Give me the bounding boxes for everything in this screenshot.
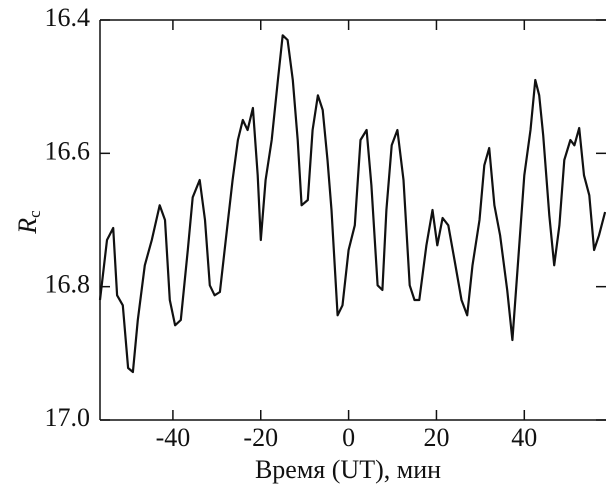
y-axis-label: Rc [13, 210, 44, 235]
x-axis-label: Время (UT), мин [255, 455, 441, 484]
x-tick-label: 0 [342, 423, 355, 452]
x-tick-label: 40 [511, 423, 537, 452]
y-label-sub: c [25, 210, 44, 218]
x-tick-label: -20 [243, 423, 278, 452]
y-tick-label: 16.4 [45, 3, 91, 32]
y-label-main-text: R [13, 218, 42, 235]
y-label-main: Rc [13, 210, 44, 235]
x-tick-label: -40 [156, 423, 191, 452]
y-tick-label: 16.6 [45, 136, 91, 165]
y-tick-label: 17.0 [45, 403, 91, 432]
y-tick-label: 16.8 [45, 270, 91, 299]
data-line [98, 34, 606, 374]
x-tick-label: 20 [423, 423, 449, 452]
